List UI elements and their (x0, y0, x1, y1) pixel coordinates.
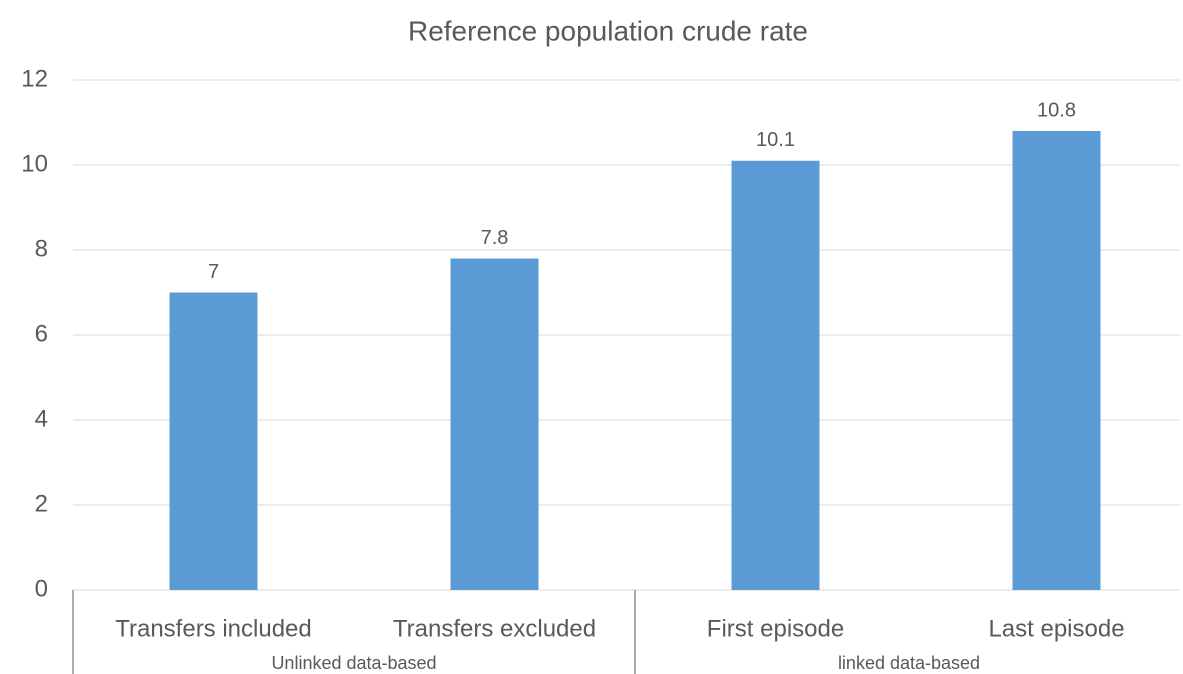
bar (1012, 131, 1101, 590)
y-tick-label: 2 (35, 490, 48, 517)
data-label: 10.1 (756, 129, 795, 151)
data-label: 10.8 (1037, 99, 1076, 121)
x-tick-label: Transfers included (115, 615, 312, 642)
y-tick-label: 12 (21, 65, 48, 92)
data-label: 7.8 (481, 227, 509, 249)
x-tick-label: Last episode (988, 615, 1124, 642)
chart-title: Reference population crude rate (408, 15, 808, 46)
y-tick-label: 10 (21, 150, 48, 177)
group-label: linked data-based (838, 653, 980, 673)
x-tick-label: First episode (707, 615, 844, 642)
y-tick-label: 0 (35, 575, 48, 602)
bar (169, 292, 258, 590)
data-label: 7 (208, 261, 219, 283)
bar (731, 160, 820, 590)
y-tick-label: 4 (35, 405, 48, 432)
y-tick-label: 8 (35, 235, 48, 262)
x-tick-label: Transfers excluded (393, 615, 596, 642)
group-label: Unlinked data-based (271, 653, 436, 673)
bar (450, 258, 539, 590)
y-tick-label: 6 (35, 320, 48, 347)
